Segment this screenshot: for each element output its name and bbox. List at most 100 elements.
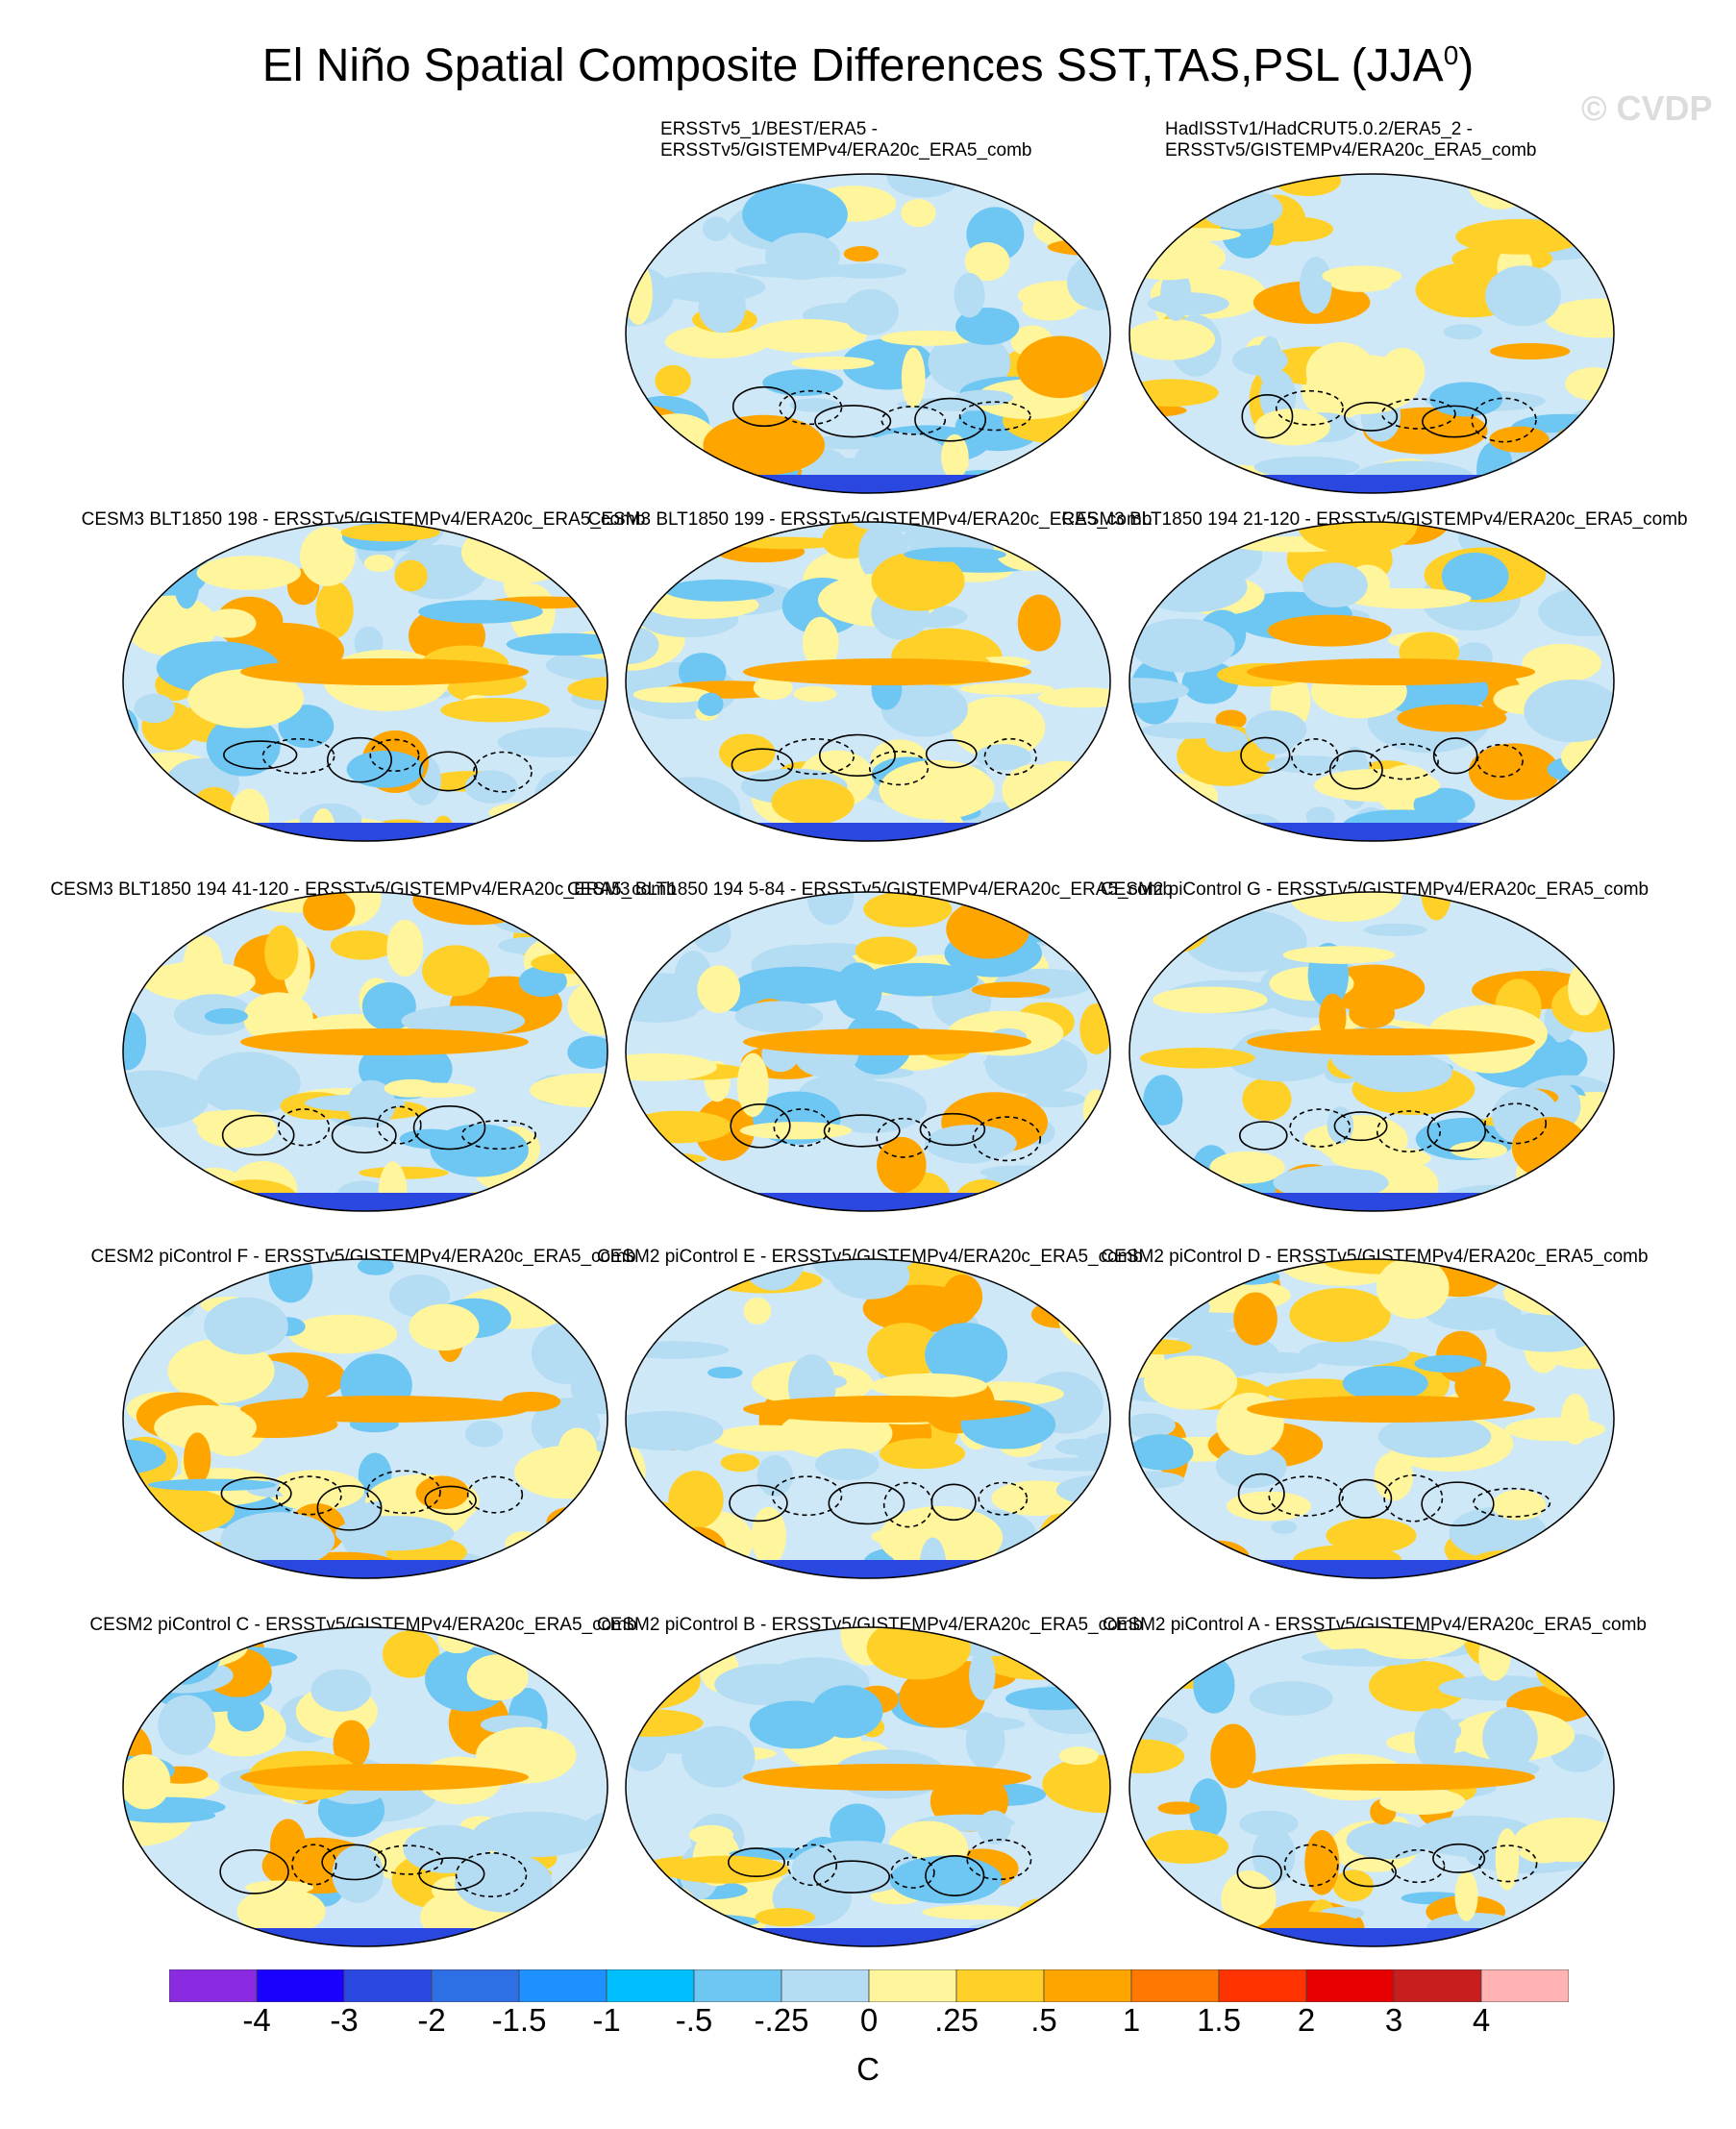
anomaly-patch <box>1076 1432 1110 1470</box>
anomaly-patch <box>1450 1141 1508 1159</box>
psl-contour <box>972 1116 1042 1162</box>
anomaly-patch <box>1459 1568 1513 1578</box>
anomaly-patch <box>332 1845 384 1903</box>
anomaly-patch <box>1005 1687 1100 1711</box>
psl-contour <box>729 1484 788 1522</box>
anomaly-patch <box>1305 806 1335 828</box>
anomaly-patch <box>1468 743 1560 801</box>
map-outline <box>1128 521 1615 842</box>
psl-contour <box>219 1848 289 1894</box>
anomaly-patch <box>672 1526 728 1578</box>
anomaly-patch <box>1441 552 1509 601</box>
anomaly-patch <box>971 981 1051 999</box>
anomaly-patch <box>1525 1627 1591 1660</box>
psl-contour <box>731 748 794 781</box>
colorbar-label: -1.5 <box>491 2002 547 2038</box>
psl-contour <box>914 397 987 442</box>
anomaly-patch <box>762 369 844 396</box>
equatorial-warm-band <box>240 1396 529 1423</box>
anomaly-patch <box>347 1079 396 1128</box>
anomaly-patch <box>692 914 732 953</box>
anomaly-patch <box>409 1303 480 1351</box>
anomaly-patch <box>1304 1830 1340 1895</box>
psl-contour <box>376 1105 422 1145</box>
anomaly-patch <box>951 696 1046 759</box>
antarctic-strip <box>685 1928 1051 1946</box>
antarctic-strip <box>685 823 1051 841</box>
psl-contour <box>925 1855 985 1896</box>
equatorial-warm-band <box>240 658 529 685</box>
anomaly-patch <box>655 364 691 397</box>
antarctic-strip <box>183 1560 548 1578</box>
equatorial-warm-band <box>1247 1028 1535 1055</box>
top-panel-2-line2: ERSSTv5/GISTEMPv4/ERA20c_ERA5_comb <box>1165 140 1537 161</box>
anomaly-patch <box>1242 1077 1292 1121</box>
anomaly-patch <box>1346 1821 1430 1860</box>
anomaly-patch <box>1221 174 1259 194</box>
anomaly-patch <box>1330 277 1392 292</box>
anomaly-patch <box>1215 1445 1287 1489</box>
anomaly-patch <box>959 682 1054 695</box>
anomaly-patch <box>123 764 163 804</box>
anomaly-patch <box>524 1902 595 1946</box>
anomaly-patch <box>1571 1259 1614 1287</box>
anomaly-patch <box>1314 768 1441 803</box>
anomaly-patch <box>206 715 281 777</box>
psl-contour <box>1380 398 1456 430</box>
equatorial-warm-band <box>743 1028 1031 1055</box>
anomaly-patch <box>880 330 977 346</box>
map-panel-9 <box>122 1258 608 1579</box>
anomaly-patch <box>418 600 543 624</box>
psl-contour <box>1239 1121 1288 1151</box>
top-panel-2-line1: HadISSTv1/HadCRUT5.0.2/ERA5_2 - <box>1165 119 1473 139</box>
anomaly-patch <box>1209 1151 1285 1184</box>
anomaly-patch <box>315 581 354 639</box>
anomaly-patch <box>899 1667 985 1728</box>
panel-label-3: CESM3 BLT1850 194 21-120 - ERSSTv5/GISTE… <box>1061 509 1688 530</box>
colorbar-segment <box>1218 1969 1307 2002</box>
anomaly-patch <box>466 1654 529 1701</box>
anomaly-patch <box>1144 478 1247 493</box>
anomaly-patch <box>243 992 313 1044</box>
anomaly-patch <box>123 1070 210 1128</box>
anomaly-patch <box>1249 1681 1333 1716</box>
anomaly-patch <box>1041 438 1110 493</box>
panel-label-4: CESM3 BLT1850 194 41-120 - ERSSTv5/GISTE… <box>50 879 677 900</box>
anomaly-patch <box>505 1531 544 1556</box>
anomaly-patch <box>626 261 653 326</box>
anomaly-patch <box>707 1366 743 1379</box>
anomaly-patch <box>220 1512 335 1569</box>
anomaly-patch <box>1368 1660 1469 1712</box>
anomaly-patch <box>975 744 1032 771</box>
anomaly-patch <box>751 1506 786 1566</box>
colorbar-segment <box>256 1969 345 2002</box>
anomaly-patch <box>1349 998 1395 1029</box>
anomaly-patch <box>1144 1829 1229 1865</box>
anomaly-patch <box>736 1052 769 1117</box>
map-panel-2 <box>1128 173 1615 494</box>
anomaly-patch <box>720 1453 760 1473</box>
psl-contour <box>369 738 420 773</box>
anomaly-patch <box>1022 1550 1110 1578</box>
anomaly-patch <box>1561 1535 1614 1571</box>
psl-contour <box>1275 389 1344 426</box>
anomaly-patch <box>1129 1627 1200 1685</box>
anomaly-patch <box>925 1323 1008 1387</box>
anomaly-patch <box>1490 343 1571 359</box>
anomaly-patch <box>1016 335 1104 399</box>
anomaly-patch <box>1136 1177 1194 1196</box>
anomaly-patch <box>802 616 839 670</box>
anomaly-patch <box>806 892 855 926</box>
anomaly-patch <box>146 1920 225 1946</box>
anomaly-patch <box>488 802 563 824</box>
anomaly-patch <box>626 1627 649 1643</box>
anomaly-patch <box>529 1073 608 1107</box>
anomaly-patch <box>1155 789 1193 838</box>
anomaly-patch <box>879 1438 965 1470</box>
psl-contour <box>1473 1487 1551 1518</box>
anomaly-patch <box>1265 1378 1369 1402</box>
anomaly-patch <box>901 199 936 228</box>
panel-label-7: CESM2 piControl F - ERSSTv5/GISTEMPv4/ER… <box>90 1247 636 1267</box>
anomaly-patch <box>626 1259 671 1304</box>
equatorial-warm-band <box>743 658 1031 685</box>
